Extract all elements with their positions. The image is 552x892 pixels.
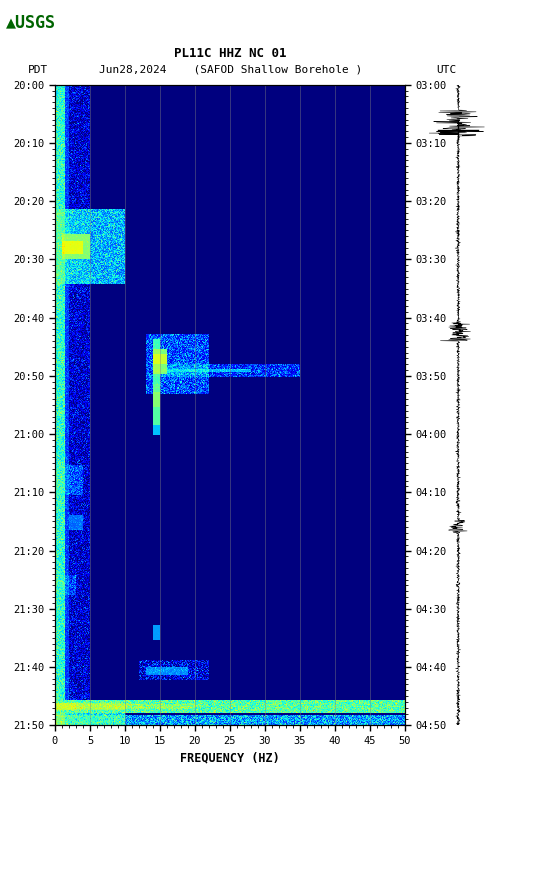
X-axis label: FREQUENCY (HZ): FREQUENCY (HZ): [180, 751, 280, 764]
Text: ▲USGS: ▲USGS: [6, 13, 56, 31]
Text: PDT: PDT: [28, 65, 48, 75]
Text: Jun28,2024    (SAFOD Shallow Borehole ): Jun28,2024 (SAFOD Shallow Borehole ): [99, 65, 362, 75]
Text: PL11C HHZ NC 01: PL11C HHZ NC 01: [174, 46, 286, 60]
Text: UTC: UTC: [436, 65, 457, 75]
